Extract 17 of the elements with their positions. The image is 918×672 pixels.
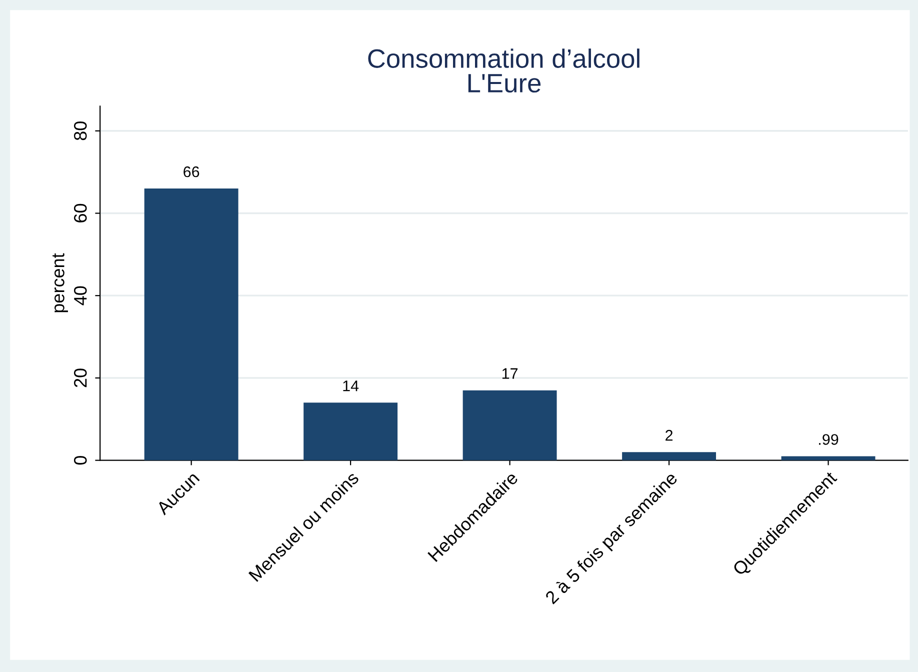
bar xyxy=(462,390,557,460)
data-label: 2 xyxy=(666,430,673,441)
data-label: 66 xyxy=(184,166,200,178)
bar xyxy=(781,456,876,460)
data-label: .99 xyxy=(819,434,838,445)
y-axis-title: percent xyxy=(52,253,68,312)
bar xyxy=(622,452,716,460)
chart-title: Consommation d’alcool L'Eure xyxy=(368,48,640,93)
y-tick-label: 0 xyxy=(74,456,87,465)
y-tick-label: 60 xyxy=(74,204,87,222)
data-label: 14 xyxy=(343,380,359,392)
y-tick-label: 40 xyxy=(74,286,87,306)
bar xyxy=(144,188,238,460)
data-label: 17 xyxy=(502,368,518,379)
y-tick-label: 80 xyxy=(74,122,87,140)
y-tick-label: 20 xyxy=(74,368,87,388)
bar xyxy=(304,402,398,460)
